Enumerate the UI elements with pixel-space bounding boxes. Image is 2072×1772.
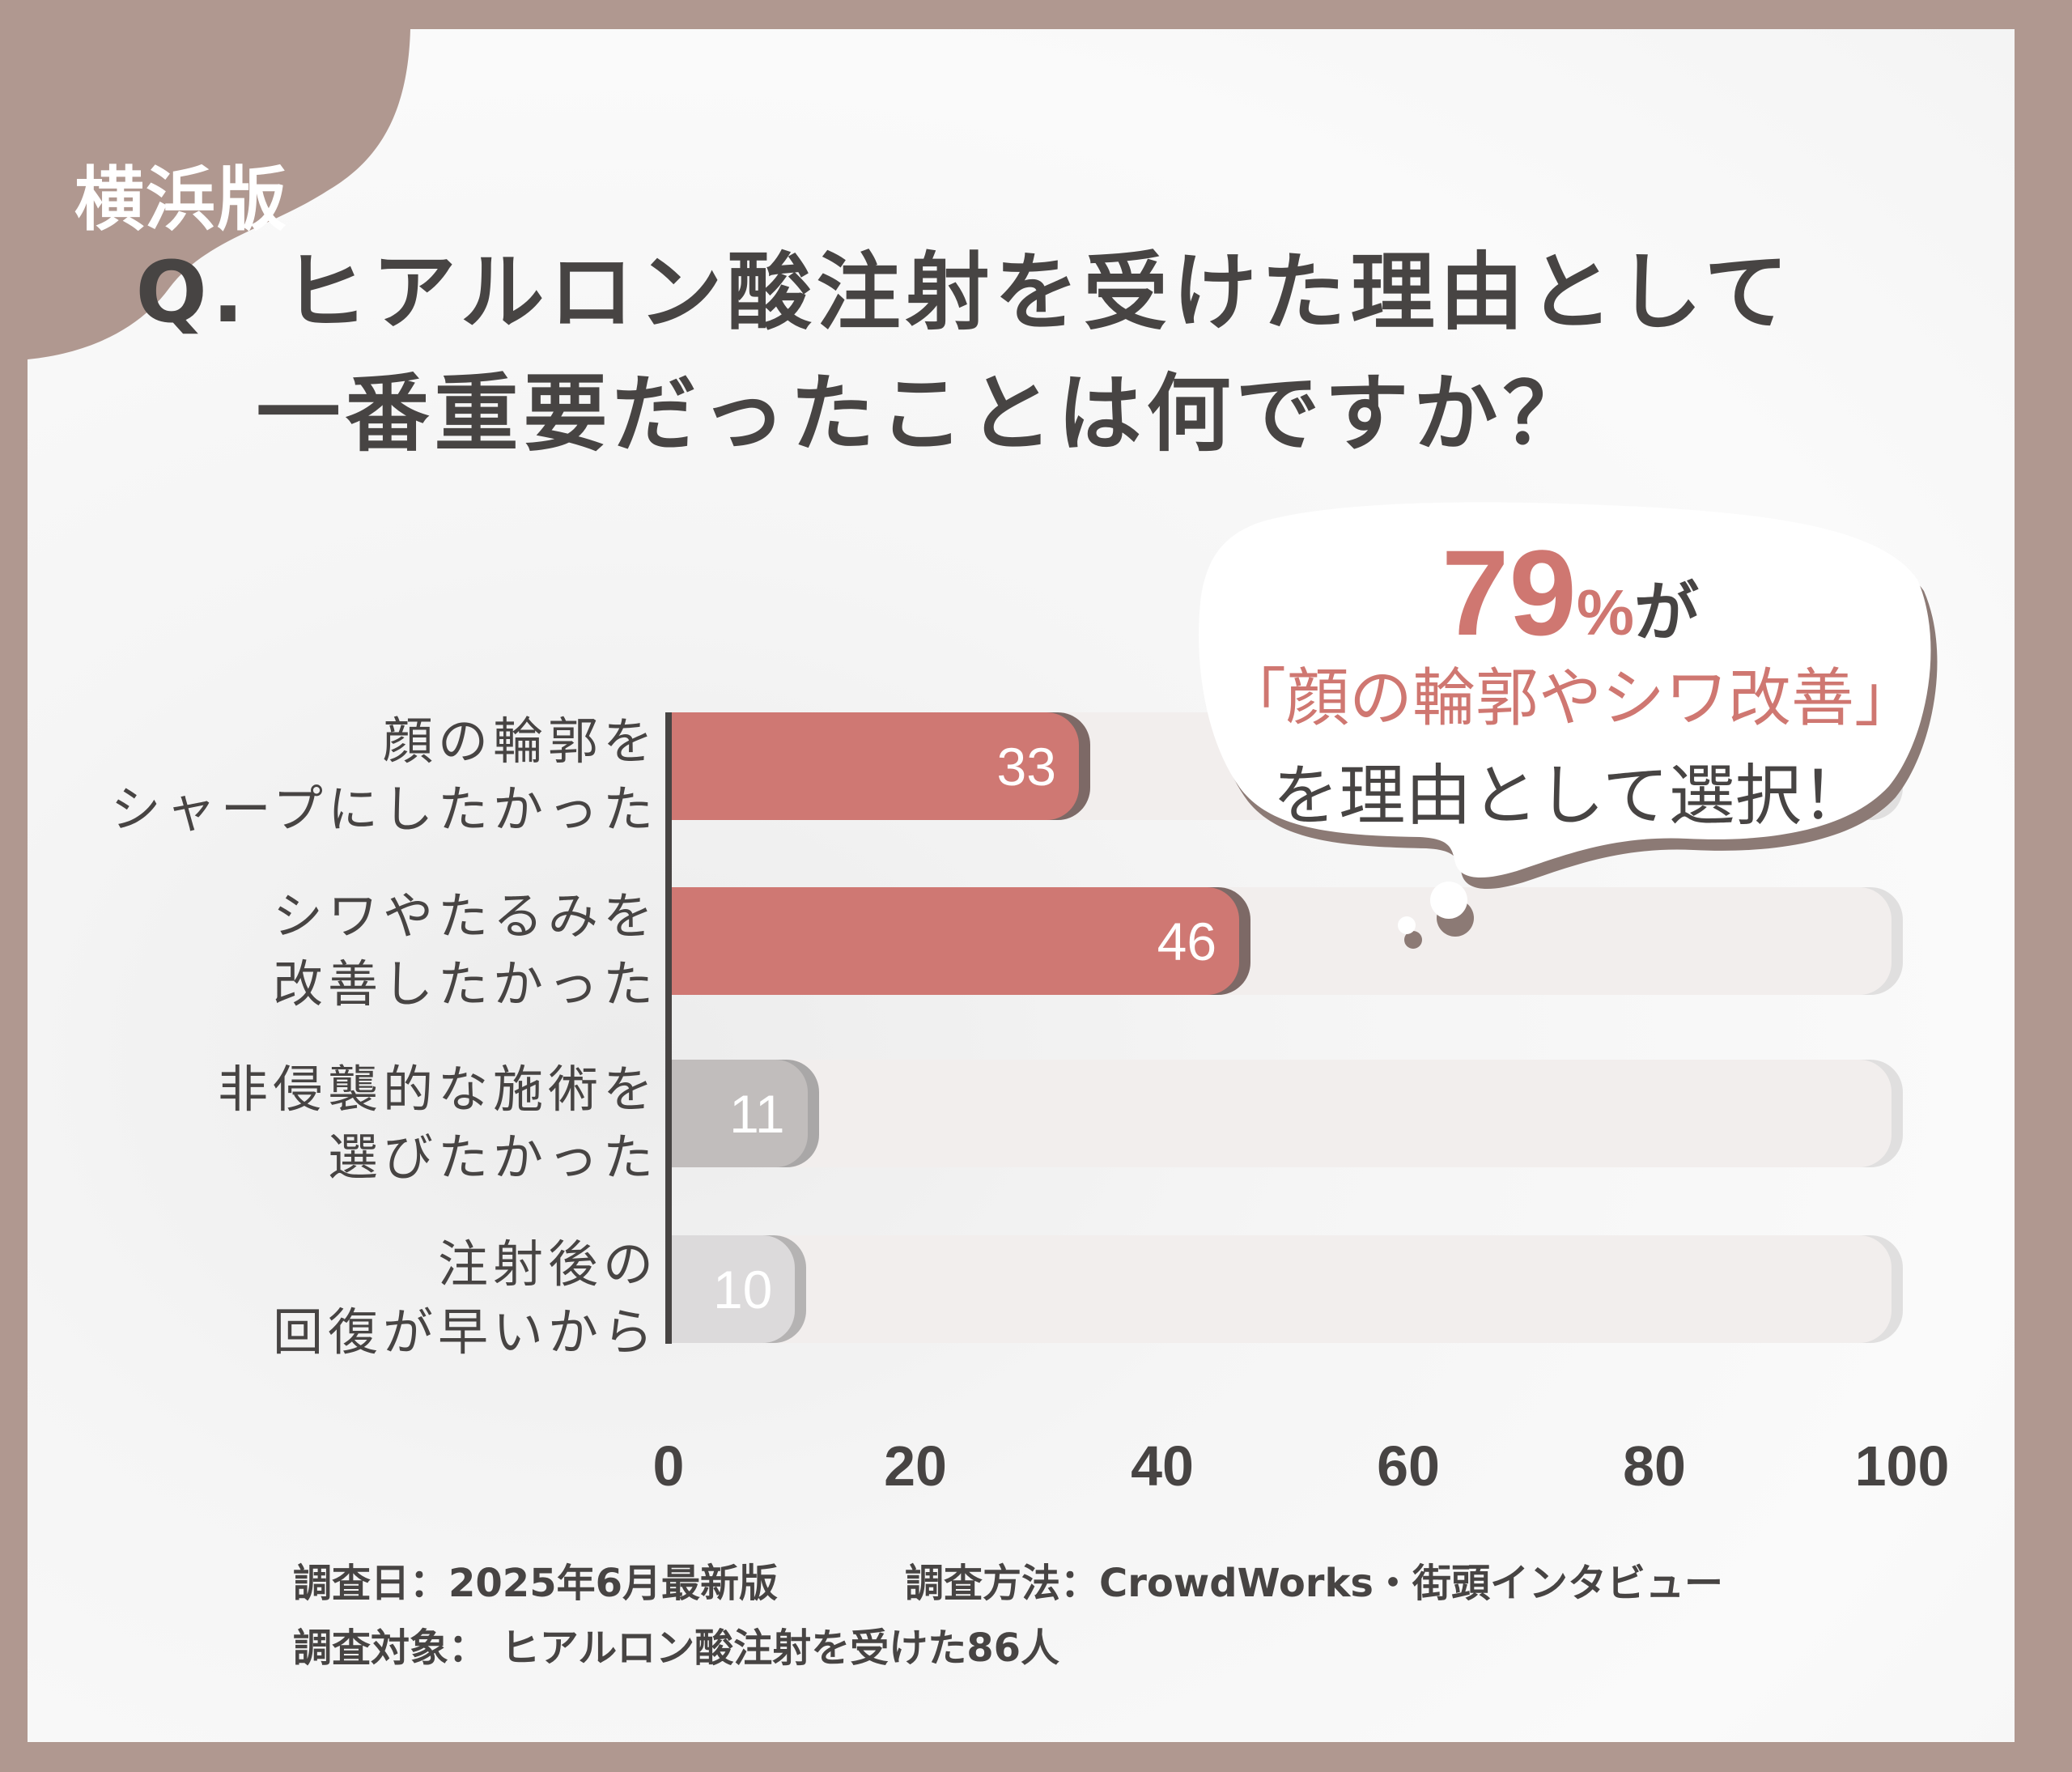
survey-date: 調査日：2025年6月最新版 (293, 1561, 778, 1606)
x-tick-100: 100 (1854, 1434, 1950, 1498)
infographic-card: 横浜版 Q. ヒアルロン酸注射を受けた理由として 一番重要だったことは何ですか？… (28, 29, 2015, 1742)
bar-value-2: 46 (1157, 911, 1217, 971)
bar-value-1: 33 (996, 736, 1056, 797)
category-label-4: 注射後の 回復が早いから (272, 1234, 658, 1362)
category-label-3: 非侵襲的な施術を 選びたかった (217, 1060, 658, 1187)
bar-3: 11 (672, 1060, 808, 1167)
bar-1: 33 (672, 712, 1079, 820)
survey-target: 調査対象： ヒアルロン酸注射を受けた86人 (293, 1625, 1060, 1671)
x-tick-0: 0 (652, 1434, 685, 1498)
x-tick-40: 40 (1131, 1434, 1194, 1498)
x-tick-60: 60 (1377, 1434, 1440, 1498)
x-tick-20: 20 (884, 1434, 947, 1498)
bar-4: 10 (672, 1235, 796, 1343)
question-title: Q. ヒアルロン酸注射を受けた理由として 一番重要だったことは何ですか？ (28, 232, 2015, 474)
edition-badge: 横浜版 (74, 159, 288, 240)
category-label-2: シワやたるみを 改善したかった (272, 886, 658, 1013)
bar-value-3: 11 (729, 1083, 785, 1144)
corner-blob-shape (28, 29, 410, 359)
callout-suffix: を理由として選択！ (1272, 758, 1868, 835)
callout-highlight: 「顔の輪郭やシワ改善」 (1222, 662, 1917, 735)
bar-track-3 (672, 1060, 1892, 1167)
bar-track-4 (672, 1235, 1892, 1343)
category-label-1: 顔の輪郭を シャープにしたかった (110, 712, 658, 839)
question-title-line1: Q. ヒアルロン酸注射を受けた理由として (135, 243, 1794, 342)
speech-bubble (1199, 502, 1938, 949)
y-axis-line (665, 712, 672, 1344)
question-title-line2: 一番重要だったことは何ですか？ (256, 364, 1592, 463)
bar-2: 46 (672, 887, 1240, 995)
callout-percentage: 79%が (1441, 525, 1699, 661)
x-tick-80: 80 (1623, 1434, 1686, 1498)
bar-value-4: 10 (712, 1259, 773, 1319)
survey-method: 調査方法：CrowdWorks・街頭インタビュー (905, 1561, 1723, 1606)
